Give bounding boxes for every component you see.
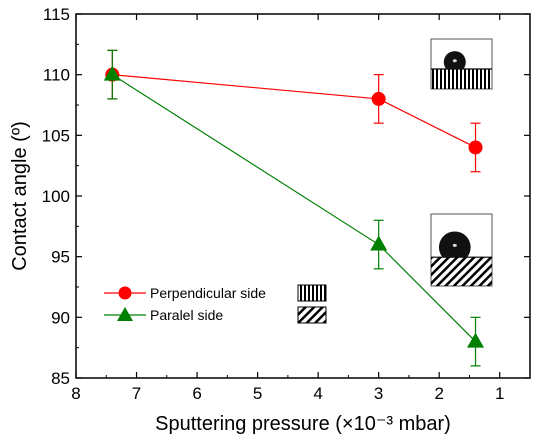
series-line [111, 74, 476, 343]
y-tick-label: 105 [42, 126, 70, 145]
inset-substrate [431, 257, 492, 286]
legend-marker [117, 307, 133, 321]
data-point [103, 65, 121, 81]
droplet-highlight [452, 243, 457, 247]
y-tick-label: 90 [51, 308, 70, 327]
x-tick-label: 7 [132, 384, 141, 403]
legend-surface-swatch [297, 306, 327, 324]
y-tick-label: 85 [51, 369, 70, 388]
inset-perpendicular [430, 38, 493, 90]
inset-parallel [430, 213, 493, 287]
x-tick-label: 6 [192, 384, 201, 403]
x-tick-label: 5 [253, 384, 262, 403]
data-point [467, 332, 485, 348]
droplet-highlight [452, 59, 457, 63]
series-1 [105, 49, 483, 173]
x-axis-title: Sputtering pressure (×10⁻³ mbar) [155, 413, 451, 435]
y-tick-label: 100 [42, 187, 70, 206]
legend-item-1: Perpendicular side [104, 284, 327, 302]
x-tick-label: 3 [374, 384, 383, 403]
y-tick-label: 110 [43, 66, 70, 85]
legend-label: Perpendicular side [150, 285, 266, 301]
series-line [112, 74, 476, 149]
data-series [103, 49, 485, 367]
data-point [371, 91, 386, 106]
y-axis-title: Contact angle (º) [9, 121, 31, 271]
x-tick-label: 2 [434, 384, 443, 403]
axes: 8 7 6 5 4 3 2 1 85 90 95 100 105 110 115 [42, 5, 531, 403]
data-point [370, 235, 388, 251]
y-tick-label: 115 [43, 5, 70, 24]
x-tick-label: 4 [313, 384, 322, 403]
insets [430, 38, 493, 287]
data-point [468, 140, 483, 155]
legend-marker [118, 286, 132, 300]
legend-label: Paralel side [150, 307, 223, 323]
inset-substrate [431, 69, 492, 89]
legend-item-2: Paralel side [104, 306, 327, 324]
y-tick-label: 95 [51, 248, 70, 267]
legend-surface-swatch [297, 284, 327, 302]
legend: Perpendicular side Paralel side [104, 284, 327, 324]
x-tick-label: 8 [71, 384, 80, 403]
series-2 [103, 49, 485, 367]
x-tick-label: 1 [495, 384, 504, 403]
